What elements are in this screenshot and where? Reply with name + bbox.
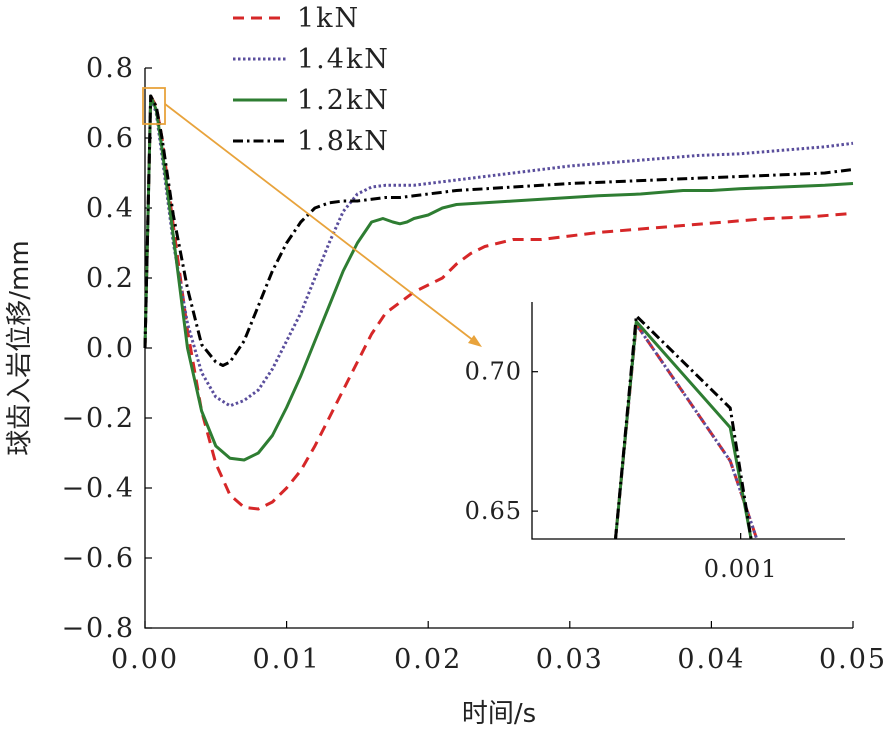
inset-y-tick-label: 0.65	[465, 497, 522, 525]
y-tick-label: 0.0	[86, 333, 135, 364]
zoom-callout	[142, 87, 482, 347]
inset-x-tick-label: 0.001	[704, 555, 778, 583]
inset-plot: 0.70 0.65 0.001	[465, 302, 845, 583]
zoom-box	[142, 87, 166, 125]
series-line-4	[143, 94, 854, 367]
series-group	[143, 94, 854, 511]
zoom-arrow-line	[164, 103, 479, 345]
legend-label: 1kN	[297, 3, 360, 34]
series-line-2	[143, 94, 854, 408]
inset-x-ticks: 0.001	[704, 533, 778, 583]
inset-series-line-1	[614, 322, 759, 539]
y-tick-label: −0.6	[61, 543, 135, 574]
x-axis-title: 时间/s	[462, 699, 536, 729]
y-axis-ticks: 0.8 0.6 0.4 0.2 0.0 −0.2 −0.4 −0.6 −0.8	[61, 53, 152, 644]
zoom-arrow-head	[468, 335, 482, 347]
legend: 1kN 1.4kN 1.2kN 1.8kN	[233, 3, 390, 157]
x-tick-label: 0.01	[253, 644, 321, 675]
y-tick-label: 0.2	[86, 263, 135, 294]
x-axis-ticks: 0.00 0.01 0.02 0.03 0.04 0.05	[111, 621, 887, 675]
y-tick-label: −0.4	[61, 473, 135, 504]
inset-y-tick-label: 0.70	[465, 358, 522, 386]
x-tick-label: 0.04	[677, 644, 745, 675]
legend-label: 1.4kN	[297, 44, 390, 75]
x-tick-label: 0.03	[536, 644, 604, 675]
legend-label: 1.8kN	[297, 126, 390, 157]
inset-lines	[614, 314, 759, 539]
inset-series-group	[614, 314, 759, 539]
y-tick-label: −0.2	[61, 403, 135, 434]
y-tick-label: 0.8	[86, 53, 135, 84]
x-tick-label: 0.00	[111, 644, 179, 675]
main-plot-area: 0.8 0.6 0.4 0.2 0.0 −0.2 −0.4 −0.6 −0.8 0.00 0.01…	[61, 53, 887, 675]
inset-background	[532, 302, 845, 539]
x-tick-label: 0.02	[394, 644, 462, 675]
y-tick-label: 0.4	[86, 193, 135, 224]
inset-series-line-4	[614, 314, 753, 539]
inset-y-ticks: 0.70 0.65	[465, 358, 538, 525]
y-tick-label: 0.6	[86, 123, 135, 154]
y-axis-title: 球齿入岩位移/mm	[5, 240, 35, 455]
legend-label: 1.2kN	[297, 85, 390, 116]
y-tick-label: −0.8	[61, 613, 135, 644]
x-tick-label: 0.05	[819, 644, 887, 675]
series-line-3	[143, 94, 854, 462]
